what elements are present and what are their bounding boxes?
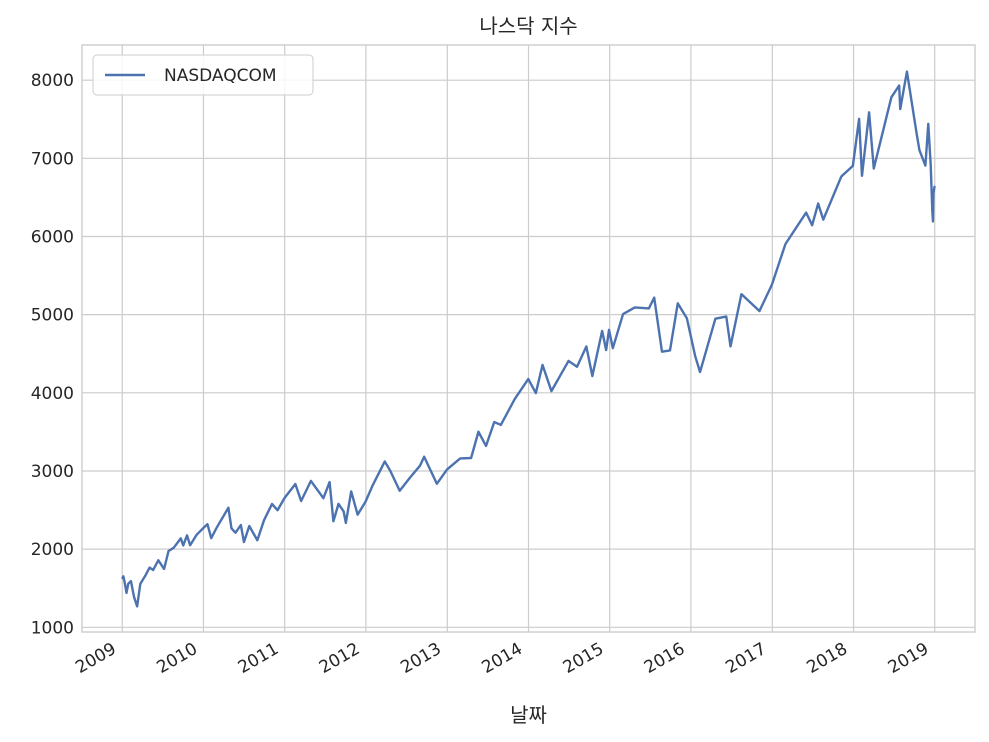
y-tick-label-2000: 2000 xyxy=(31,540,74,560)
x-tick-label-2017: 2017 xyxy=(722,639,769,678)
x-axis-label: 날짜 xyxy=(510,703,547,727)
x-tick-label-2012: 2012 xyxy=(316,639,363,678)
series-line-0 xyxy=(121,70,936,608)
y-tick-label-3000: 3000 xyxy=(31,462,74,482)
y-tick-label-1000: 1000 xyxy=(31,618,74,638)
x-tick-label-2011: 2011 xyxy=(235,639,282,678)
y-tick-label-6000: 6000 xyxy=(31,227,74,247)
plot-frame xyxy=(81,44,976,633)
y-tick-label-4000: 4000 xyxy=(31,384,74,404)
x-tick-label-2019: 2019 xyxy=(885,639,932,678)
x-tick-label-2016: 2016 xyxy=(641,639,688,678)
chart-title: 나스닥 지수 xyxy=(479,14,577,38)
x-tick-label-2009: 2009 xyxy=(72,639,119,678)
y-tick-label-7000: 7000 xyxy=(31,149,74,169)
vertical-gridlines xyxy=(121,45,936,632)
series-layer xyxy=(121,70,936,608)
legend: NASDAQCOM xyxy=(92,54,314,96)
x-tick-label-2015: 2015 xyxy=(560,639,607,678)
x-tick-label-2013: 2013 xyxy=(397,639,444,678)
x-tick-label-2018: 2018 xyxy=(804,639,851,678)
legend-label: NASDAQCOM xyxy=(164,66,277,86)
x-tick-label-2014: 2014 xyxy=(479,639,526,678)
y-tick-label-5000: 5000 xyxy=(31,306,74,326)
x-tick-labels: 2009 2010 2011 2012 2013 2014 2015 2016 2017 2018… xyxy=(72,639,932,678)
x-tick-label-2010: 2010 xyxy=(154,639,201,678)
y-tick-label-8000: 8000 xyxy=(31,71,74,91)
y-tick-labels: 1000 2000 3000 4000 5000 6000 7000 8000 xyxy=(31,71,74,638)
legend-box xyxy=(92,54,314,96)
